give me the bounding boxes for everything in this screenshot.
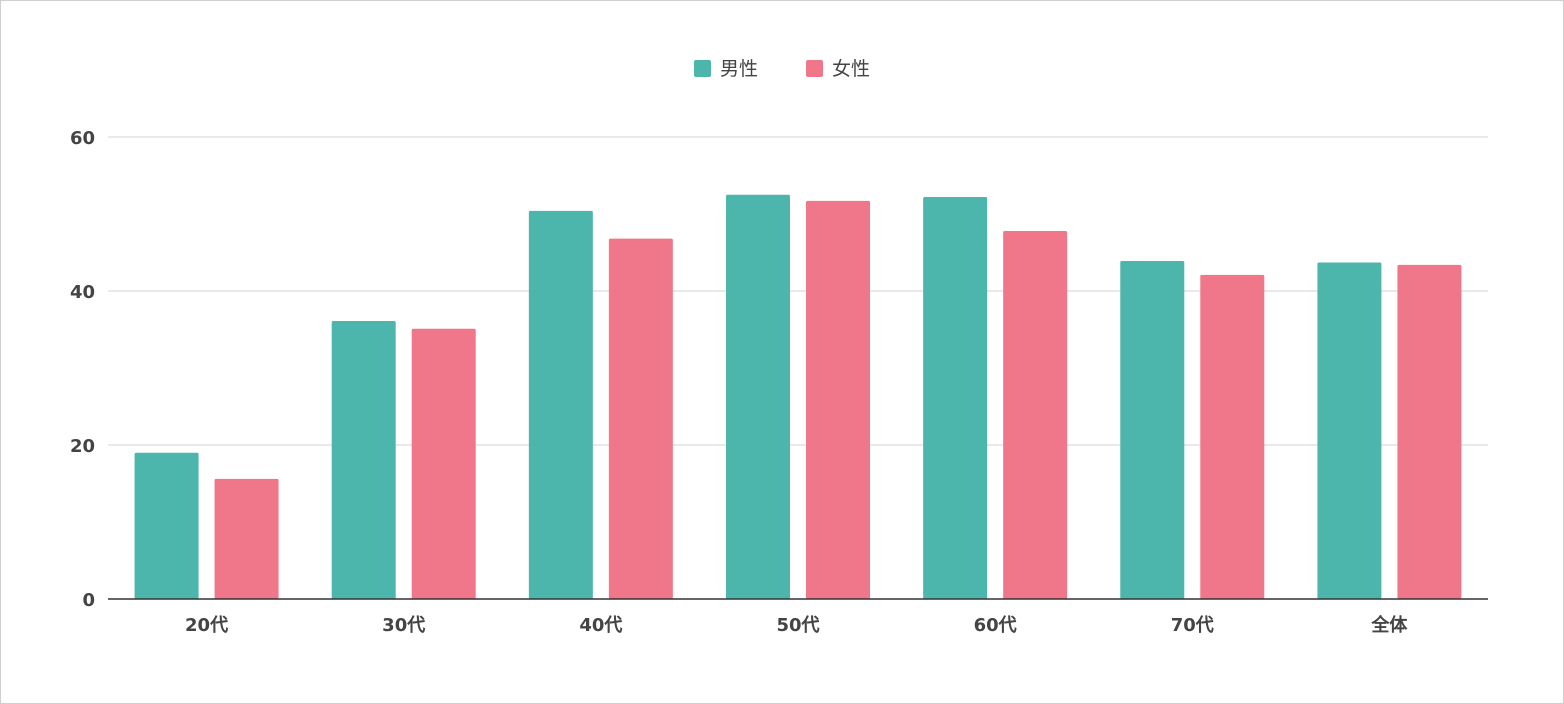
bar-男性-20代: [134, 452, 199, 599]
y-tick-label-0: 0: [82, 590, 95, 611]
y-axis-tick-labels: 0 20 40 60: [70, 128, 95, 611]
x-tick-label-40代: 40代: [579, 615, 622, 636]
bar-男性-60代: [923, 197, 988, 599]
legend-label-女性: 女性: [832, 58, 870, 80]
bar-女性-40代: [608, 238, 673, 599]
x-tick-label-30代: 30代: [382, 615, 425, 636]
bar-男性-30代: [331, 321, 396, 599]
legend-swatch-女性: [806, 60, 823, 77]
y-tick-label-40: 40: [70, 282, 95, 303]
x-tick-label-20代: 20代: [185, 615, 228, 636]
bar-女性-20代: [214, 478, 279, 599]
bar-男性-40代: [528, 210, 593, 600]
bar-女性-70代: [1200, 274, 1265, 599]
x-axis-tick-labels: 20代 30代 40代 50代 60代 70代 全体: [185, 614, 1408, 636]
x-tick-label-50代: 50代: [776, 615, 819, 636]
bar-男性-全体: [1317, 262, 1382, 599]
bar-女性-30代: [411, 328, 476, 599]
legend-item-女性: 女性: [806, 58, 870, 80]
x-tick-label-60代: 60代: [974, 615, 1017, 636]
bar-男性-50代: [726, 194, 790, 599]
bar-男性-70代: [1120, 260, 1185, 599]
grid-lines: [108, 136, 1488, 446]
legend-label-男性: 男性: [720, 58, 758, 80]
bar-女性-60代: [1003, 230, 1068, 599]
bar-女性-全体: [1397, 264, 1462, 599]
legend-swatch-男性: [694, 60, 711, 77]
y-tick-label-20: 20: [70, 436, 95, 457]
legend: 男性 女性: [694, 58, 870, 80]
legend-item-男性: 男性: [694, 58, 758, 80]
bars: [134, 194, 1462, 600]
x-tick-label-70代: 70代: [1171, 615, 1214, 636]
y-tick-label-60: 60: [70, 128, 95, 149]
x-tick-label-全体: 全体: [1370, 614, 1408, 636]
bar-女性-50代: [806, 200, 870, 599]
